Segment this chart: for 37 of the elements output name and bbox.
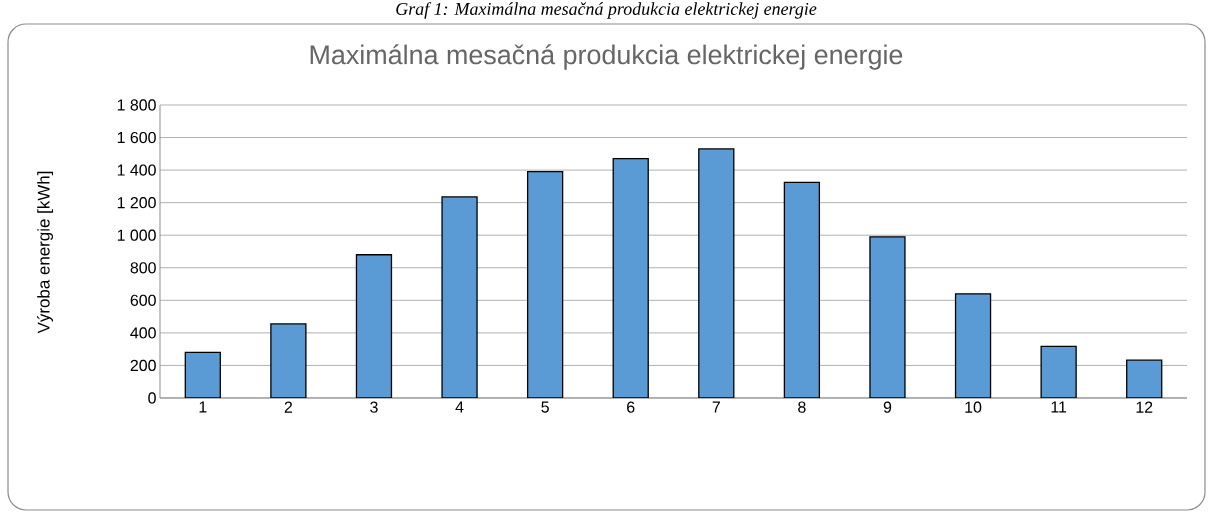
bar (698, 148, 735, 398)
bar (184, 351, 221, 398)
bar (783, 181, 821, 398)
y-tick-label: 1 800 (117, 99, 156, 111)
x-tick-label: 4 (455, 401, 464, 413)
x-tick-label: 8 (798, 401, 806, 413)
y-tick-label: 200 (130, 359, 156, 372)
bar (1040, 345, 1077, 398)
x-tick-label: 9 (883, 401, 892, 413)
y-tick-label: 1 600 (117, 131, 156, 144)
bar (526, 171, 564, 398)
x-tick-label: 11 (1051, 401, 1067, 413)
bar (612, 158, 649, 398)
x-tick-label: 10 (965, 401, 982, 413)
y-axis-title: Výroba energie [kWh] (37, 171, 53, 334)
y-tick-label: 400 (130, 327, 156, 339)
y-tick-label: 800 (130, 262, 156, 274)
x-tick-label: 7 (712, 401, 720, 413)
bar (954, 293, 992, 398)
bar (869, 236, 906, 398)
y-tick-label: 1 000 (117, 229, 156, 241)
y-tick-label: 600 (130, 294, 156, 306)
y-tick-label: 1 400 (117, 164, 156, 176)
y-tick-label: 0 (148, 392, 156, 404)
text: Graf 1: Maximálna mesačná produkcia elektrickej energie (396, 2, 817, 19)
bar (441, 196, 478, 398)
x-tick-label: 6 (627, 401, 635, 413)
bar (270, 323, 307, 398)
y-tick-label: 1 200 (117, 197, 156, 209)
x-tick-label: 12 (1136, 401, 1153, 413)
chart-title: Maximálna mesačná produkcia elektrickej energie (310, 44, 903, 70)
x-tick-label: 2 (284, 401, 293, 413)
x-tick-label: 1 (199, 401, 207, 413)
bar (1126, 359, 1163, 398)
x-tick-label: 5 (541, 401, 549, 413)
x-tick-label: 3 (370, 401, 378, 413)
bar (355, 254, 393, 398)
